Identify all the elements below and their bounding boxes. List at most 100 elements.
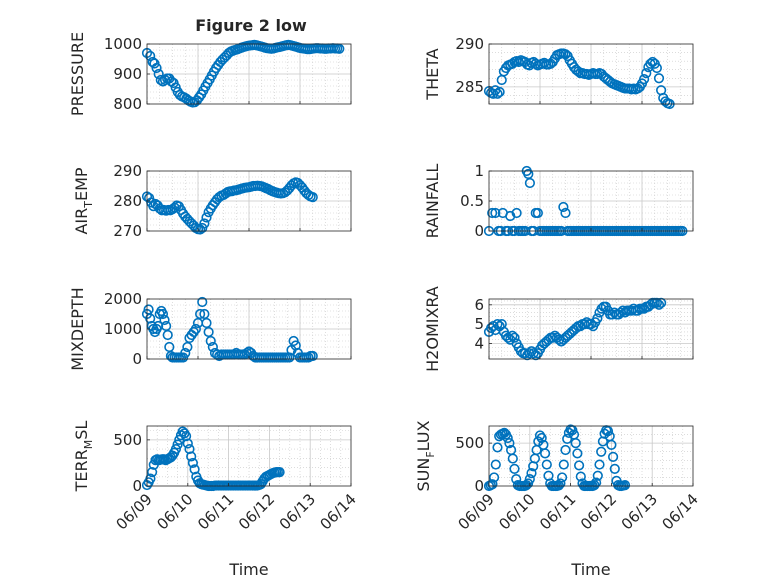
data-point: [490, 207, 501, 219]
data-point: [651, 297, 662, 308]
data-point: [172, 439, 183, 450]
data-point: [145, 313, 156, 324]
data-point: [201, 317, 212, 329]
data-point: [207, 341, 218, 353]
data-point: [505, 210, 516, 222]
data-point: [524, 177, 536, 189]
y-tick-label: 0: [474, 477, 484, 495]
data-point: [182, 438, 193, 449]
data-point: [619, 480, 631, 491]
data-point: [499, 427, 510, 438]
data-point: [203, 326, 214, 338]
data-point: [169, 202, 180, 213]
data-point: [507, 330, 518, 341]
y-axis-label: SUNFLUX: [414, 420, 437, 491]
data-point: [526, 468, 537, 479]
y-tick-label: 0: [132, 477, 142, 495]
data-point: [159, 314, 170, 326]
data-point: [334, 43, 345, 54]
data-point: [602, 426, 614, 437]
axes-box: [146, 425, 352, 487]
data-point: [511, 207, 522, 219]
data-point: [199, 218, 210, 229]
data-point: [656, 297, 667, 308]
panel-theta: 285 290 THETA: [423, 35, 694, 110]
data-point: [170, 443, 181, 455]
y-tick-label: 2000: [104, 290, 142, 308]
data-point: [274, 467, 285, 478]
data-point: [606, 439, 617, 450]
data-point: [592, 470, 603, 481]
data-point: [186, 451, 197, 462]
y-tick-label: 500: [455, 434, 484, 452]
y-tick-label: 290: [113, 162, 142, 180]
data-point: [507, 453, 518, 464]
data-point: [534, 430, 546, 441]
x-axis-label: Time: [570, 560, 610, 579]
data-point: [492, 88, 503, 99]
y-tick-label: 1000: [104, 35, 142, 53]
data-point: [570, 438, 581, 449]
data-point: [494, 86, 505, 98]
y-axis-label: TERRMSL: [72, 421, 95, 493]
data-point: [558, 201, 569, 213]
data-point: [180, 347, 191, 359]
y-tick-label: 800: [113, 95, 142, 113]
data-point: [157, 308, 169, 320]
data-point: [573, 460, 585, 471]
y-tick-label: 1000: [104, 320, 142, 338]
data-point: [187, 457, 198, 469]
data-point: [639, 74, 650, 85]
data-point: [190, 323, 201, 335]
data-point: [589, 480, 600, 491]
data-point: [307, 350, 318, 362]
data-point: [487, 479, 498, 490]
y-tick-label: 280: [113, 192, 142, 210]
data-point: [556, 472, 568, 483]
data-point: [489, 472, 500, 483]
data-point: [145, 473, 156, 484]
y-tick-label: 0: [474, 222, 484, 240]
y-axis-label: RAINFALL: [423, 164, 442, 239]
data-point: [541, 459, 552, 470]
y-tick-label: 270: [113, 222, 142, 240]
panel-mixdepth: 0 1000 2000 MIXDEPTH: [68, 287, 352, 371]
y-tick-label: 290: [455, 35, 484, 53]
data-point: [487, 207, 498, 219]
data-point: [490, 459, 501, 470]
data-point: [509, 463, 520, 474]
data-point: [492, 319, 503, 330]
axes-box: [488, 425, 694, 487]
y-axis-label: H2OMIXRA: [423, 286, 442, 372]
data-point: [205, 335, 216, 347]
data-point: [653, 299, 665, 310]
y-tick-label: 5: [474, 315, 484, 333]
y-tick-label: 0: [132, 350, 142, 368]
data-point: [153, 68, 164, 80]
data-point: [532, 207, 543, 219]
data-point: [184, 443, 195, 455]
data-point: [560, 444, 571, 456]
data-point: [504, 438, 515, 449]
data-point: [558, 459, 569, 470]
x-axis-label: Time: [228, 560, 268, 579]
y-tick-label: 1: [474, 162, 484, 180]
data-point: [189, 464, 200, 475]
data-point: [195, 308, 206, 320]
data-point: [596, 446, 607, 457]
y-tick-label: 500: [113, 431, 142, 449]
y-tick-label: 4: [474, 335, 484, 353]
data-point: [509, 332, 520, 343]
data-point: [539, 448, 551, 459]
data-point: [182, 341, 193, 353]
y-tick-label: 900: [113, 65, 142, 83]
data-point: [536, 432, 547, 444]
y-axis-label: THETA: [423, 48, 442, 100]
data-point: [241, 347, 252, 359]
data-point: [651, 62, 662, 74]
figure-title: Figure 2 low: [195, 16, 307, 35]
panel-rainfall: 0 0.5 1 RAINFALL: [423, 162, 694, 240]
panel-air-temp: 270 280 290 AIRTEMP: [72, 162, 352, 240]
data-point: [607, 451, 619, 462]
